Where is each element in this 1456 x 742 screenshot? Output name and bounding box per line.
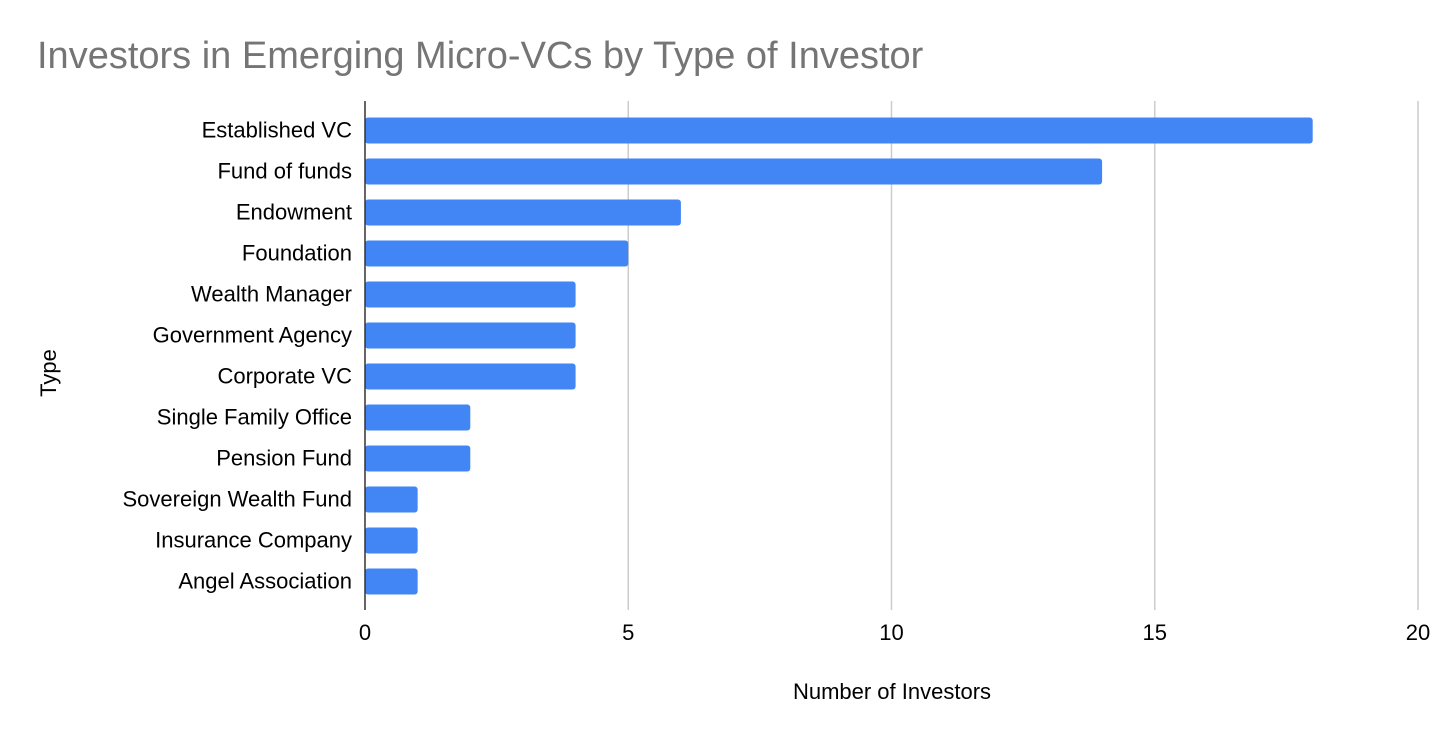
bar-endowment bbox=[365, 199, 681, 226]
category-label: Fund of funds bbox=[217, 159, 352, 184]
bar-foundation bbox=[365, 240, 629, 267]
y-axis-title: Type bbox=[36, 349, 61, 397]
category-label: Corporate VC bbox=[217, 364, 352, 389]
bar-angel-association bbox=[365, 568, 418, 595]
x-tick-label: 0 bbox=[359, 620, 371, 645]
chart-title: Investors in Emerging Micro-VCs by Type … bbox=[37, 35, 924, 77]
bar-sovereign-wealth-fund bbox=[365, 486, 418, 513]
category-label: Insurance Company bbox=[155, 528, 352, 553]
x-axis-title: Number of Investors bbox=[793, 679, 991, 704]
category-label: Sovereign Wealth Fund bbox=[122, 487, 352, 512]
category-label: Endowment bbox=[236, 200, 352, 225]
bar-corporate-vc bbox=[365, 363, 576, 390]
category-label: Established VC bbox=[202, 118, 353, 143]
category-label: Government Agency bbox=[153, 323, 352, 348]
category-label: Wealth Manager bbox=[191, 282, 352, 307]
category-label: Foundation bbox=[242, 241, 352, 266]
category-label: Pension Fund bbox=[216, 446, 352, 471]
x-tick-label: 20 bbox=[1406, 620, 1430, 645]
bar-government-agency bbox=[365, 322, 576, 349]
x-tick-labels: 0 5 10 15 20 bbox=[359, 620, 1430, 645]
x-tick-label: 10 bbox=[879, 620, 903, 645]
category-labels: Established VC Fund of funds Endowment Foun… bbox=[122, 118, 352, 594]
bar-established-vc bbox=[365, 117, 1313, 144]
category-label: Angel Association bbox=[178, 569, 352, 594]
category-label: Single Family Office bbox=[157, 405, 352, 430]
bars bbox=[365, 117, 1313, 595]
x-tick-label: 5 bbox=[622, 620, 634, 645]
gridlines bbox=[627, 101, 1419, 610]
bar-pension-fund bbox=[365, 445, 471, 472]
bar-fund-of-funds bbox=[365, 158, 1103, 185]
bar-wealth-manager bbox=[365, 281, 576, 308]
x-tick-label: 15 bbox=[1143, 620, 1167, 645]
bar-insurance-company bbox=[365, 527, 418, 554]
bar-single-family-office bbox=[365, 404, 471, 431]
